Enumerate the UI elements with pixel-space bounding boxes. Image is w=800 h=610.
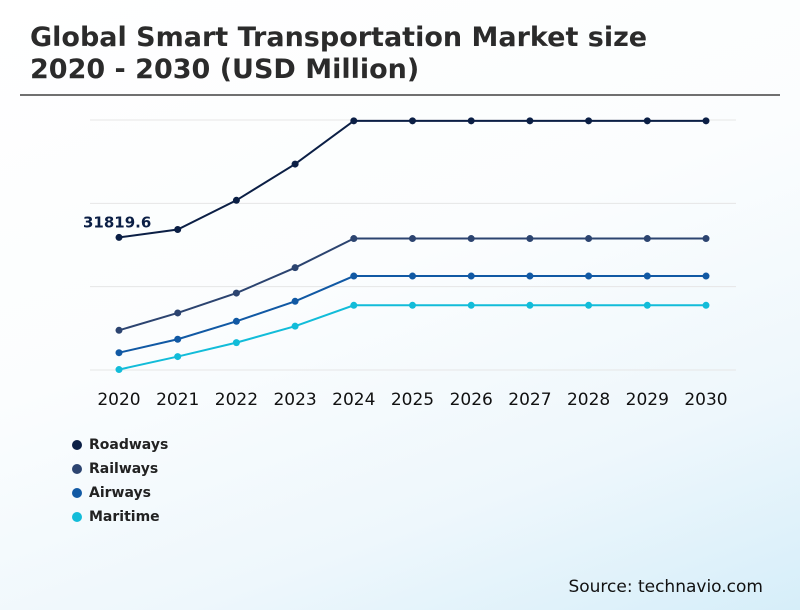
data-point-railways-2030 [702,235,710,243]
legend: Roadways Railways Airways Maritime [72,433,168,529]
x-tick-label-2023: 2023 [273,390,316,410]
data-point-airways-2028 [585,272,593,280]
x-tick-label-2026: 2026 [450,390,493,410]
x-tick-label-2025: 2025 [391,390,434,410]
data-point-railways-2027 [526,235,534,243]
data-point-airways-2026 [467,272,475,280]
series-line-roadways [118,119,706,239]
data-point-railways-2023 [291,264,299,272]
data-point-railways-2026 [467,235,475,243]
data-point-roadways-2023 [291,160,299,168]
data-point-maritime-2025 [409,301,416,309]
data-point-airways-2024 [350,272,358,280]
data-point-railways-2022 [232,289,240,297]
data-point-airways-2025 [409,272,416,280]
data-point-maritime-2027 [526,301,534,309]
data-point-airways-2020 [115,349,123,357]
chart-title: Global Smart Transportation Market size … [30,22,647,86]
data-point-railways-2020 [115,326,123,334]
data-point-maritime-2030 [702,301,710,309]
data-point-roadways-2030 [702,117,710,125]
data-point-roadways-2022 [232,196,240,204]
data-point-roadways-2024 [350,117,358,125]
x-tick-label-2027: 2027 [508,390,551,410]
data-point-airways-2021 [174,335,182,343]
data-point-airways-2029 [643,272,651,280]
x-tick-label-2024: 2024 [332,390,375,410]
legend-marker-roadways [72,440,82,450]
series-line-airways [118,275,706,354]
data-point-railways-2028 [585,235,593,243]
data-point-airways-2022 [232,317,240,325]
chart-title-line-1: Global Smart Transportation Market size [30,22,648,53]
series-line-maritime [118,304,706,371]
data-point-railways-2025 [409,235,416,243]
chart-title-line-2: 2020 - 2030 (USD Million) [30,54,420,85]
data-point-airways-2030 [702,272,710,280]
data-point-roadways-2028 [585,117,593,125]
data-point-railways-2029 [643,235,651,243]
data-point-maritime-2028 [585,301,593,309]
data-point-maritime-2021 [174,353,182,361]
data-point-maritime-2026 [467,301,475,309]
legend-label-airways: Airways [89,485,151,501]
data-point-airways-2023 [291,297,299,305]
data-point-roadways-2029 [643,117,651,125]
source-credit: Source: technavio.com [568,577,763,597]
legend-item-roadways[interactable]: Roadways [72,433,168,457]
data-point-airways-2027 [526,272,534,280]
data-point-roadways-2021 [174,226,182,233]
legend-marker-maritime [72,512,82,522]
x-tick-label-2029: 2029 [626,390,669,410]
series-line-railways [118,237,706,332]
data-point-maritime-2023 [291,322,299,330]
x-tick-label-2022: 2022 [215,390,258,410]
legend-label-roadways: Roadways [89,437,169,453]
x-tick-label-2030: 2030 [684,390,727,410]
title-divider [20,94,780,96]
data-point-maritime-2020 [115,366,123,374]
legend-item-maritime[interactable]: Maritime [72,505,168,529]
legend-marker-airways [72,488,82,498]
legend-marker-railways [72,464,82,474]
data-label-roadways-2020: 31819.6 [83,213,151,231]
legend-item-airways[interactable]: Airways [72,481,168,505]
data-point-roadways-2020 [115,233,123,241]
data-point-railways-2024 [350,235,358,243]
data-point-roadways-2026 [467,117,475,125]
data-point-railways-2021 [174,309,182,317]
data-point-roadways-2025 [409,117,416,125]
legend-label-railways: Railways [89,461,159,477]
data-point-roadways-2027 [526,117,534,125]
legend-item-railways[interactable]: Railways [72,457,168,481]
x-tick-label-2028: 2028 [567,390,610,410]
data-point-maritime-2022 [232,339,240,347]
x-tick-label-2020: 2020 [97,390,140,410]
data-point-maritime-2024 [350,301,358,309]
legend-label-maritime: Maritime [89,509,160,525]
x-tick-label-2021: 2021 [156,390,199,410]
data-point-maritime-2029 [643,301,651,309]
